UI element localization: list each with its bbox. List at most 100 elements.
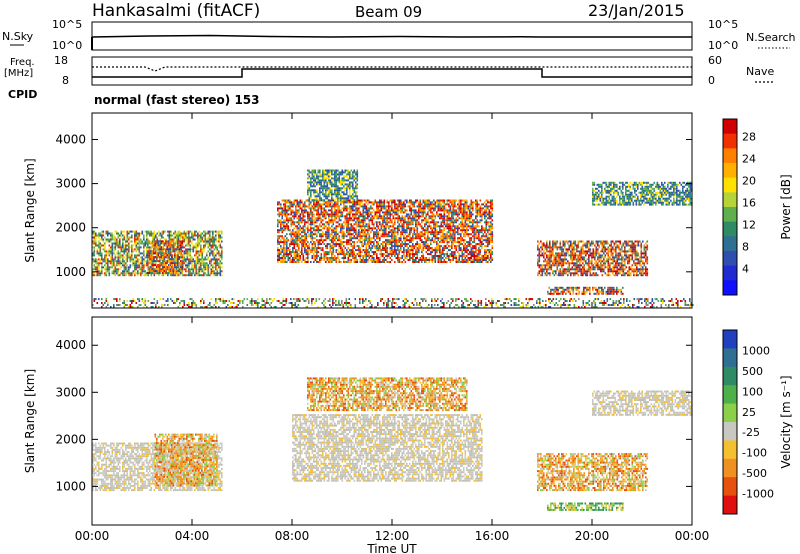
power-cell — [341, 215, 344, 218]
power-cell — [105, 252, 108, 255]
power-cell — [307, 189, 309, 192]
power-cell — [353, 231, 356, 234]
power-cell — [385, 259, 387, 261]
power-cell — [204, 258, 207, 261]
power-cell — [135, 262, 138, 265]
power-cell — [153, 230, 156, 233]
power-cell — [313, 173, 315, 176]
power-cell — [380, 199, 383, 202]
power-cell — [298, 217, 300, 220]
power-cell — [415, 233, 417, 236]
power-cell — [451, 235, 453, 238]
power-cell — [183, 236, 186, 239]
power-cell — [386, 215, 389, 218]
power-cell — [398, 199, 401, 202]
power-cell — [356, 207, 359, 210]
power-cell — [308, 235, 311, 238]
power-cell — [433, 231, 435, 234]
power-cell — [373, 225, 375, 228]
power-cell — [326, 227, 329, 230]
power-cell — [200, 252, 202, 255]
power-cell — [376, 203, 378, 206]
power-cell — [201, 254, 204, 257]
power-cell — [201, 262, 204, 265]
power-cell — [409, 231, 411, 234]
power-cell — [206, 258, 208, 261]
power-cell — [293, 203, 296, 206]
power-cell — [307, 249, 309, 252]
power-cell — [150, 232, 153, 235]
power-cell — [293, 201, 296, 204]
power-cell — [128, 244, 130, 247]
power-cell — [469, 257, 471, 259]
power-cell — [464, 201, 467, 204]
power-cell — [466, 211, 468, 214]
power-cell — [427, 259, 429, 261]
power-cell — [431, 249, 434, 252]
power-cell — [221, 254, 223, 257]
power-cell — [185, 244, 187, 247]
power-cell — [198, 230, 201, 233]
power-cell — [401, 215, 404, 218]
power-cell — [362, 233, 365, 236]
power-cell — [479, 205, 482, 208]
power-cell — [370, 219, 372, 222]
power-cell — [397, 259, 399, 261]
power-cell — [140, 270, 142, 273]
power-cell — [439, 205, 441, 208]
power-cell — [401, 209, 404, 212]
power-cell — [352, 233, 354, 236]
power-cell — [283, 213, 285, 216]
power-cell — [177, 270, 179, 272]
power-cell — [440, 259, 443, 261]
power-cell — [177, 248, 180, 251]
power-cell — [439, 257, 441, 259]
power-cell — [370, 205, 372, 208]
power-cell — [117, 246, 120, 249]
power-cell — [407, 235, 410, 238]
power-cell — [379, 201, 381, 204]
power-cell — [397, 227, 399, 230]
power-cell — [362, 225, 365, 228]
power-cell — [403, 211, 405, 214]
power-cell — [218, 252, 220, 255]
power-cell — [326, 201, 329, 204]
power-cell — [449, 227, 452, 230]
power-cell — [323, 201, 326, 204]
power-cell — [467, 207, 470, 210]
power-cell — [409, 199, 411, 202]
power-cell — [194, 274, 196, 277]
power-cell — [461, 207, 464, 210]
power-cell — [320, 205, 323, 208]
power-cell — [317, 215, 320, 218]
power-cell — [151, 270, 154, 272]
power-cell — [209, 262, 211, 265]
power-cell — [466, 199, 468, 202]
power-cell — [114, 268, 117, 271]
power-cell — [316, 219, 318, 222]
power-cell — [464, 211, 467, 214]
power-cell — [181, 242, 184, 245]
power-cell — [340, 209, 342, 212]
power-cell — [380, 243, 383, 246]
power-cell — [329, 205, 332, 208]
power-cell — [463, 207, 465, 210]
power-cell — [117, 268, 120, 271]
power-cell — [460, 201, 462, 204]
power-cell — [422, 259, 425, 261]
power-cell — [406, 213, 408, 216]
power-cell — [176, 242, 178, 245]
power-cell — [122, 244, 124, 247]
power-cell — [144, 270, 147, 273]
power-cell — [451, 205, 453, 208]
power-cell — [476, 253, 479, 256]
power-cell — [491, 239, 494, 242]
power-cell — [476, 259, 479, 261]
power-cell — [334, 257, 336, 259]
power-cell — [293, 221, 296, 224]
power-cell — [296, 231, 299, 234]
power-cell — [296, 237, 299, 240]
power-cell — [413, 229, 416, 232]
power-cell — [126, 232, 129, 235]
power-cell — [461, 217, 464, 220]
